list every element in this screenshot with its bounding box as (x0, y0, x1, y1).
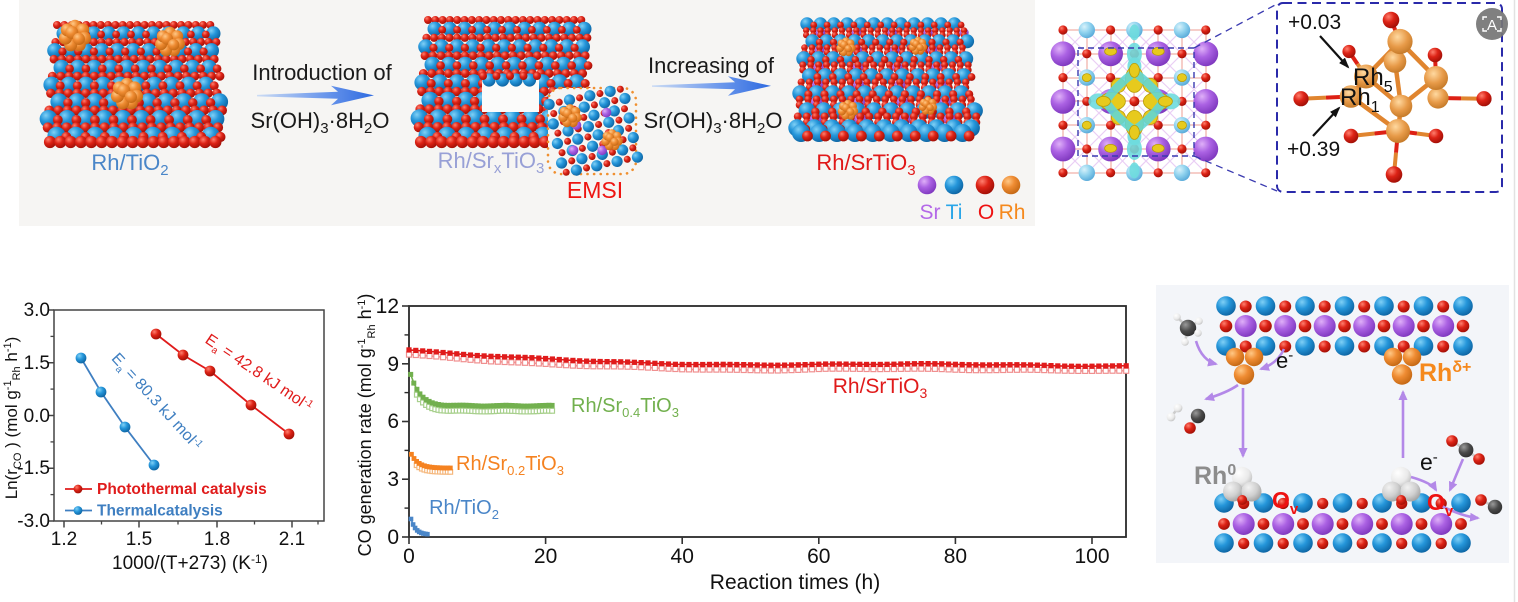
svg-text:9: 9 (387, 353, 399, 376)
svg-text:Sr: Sr (920, 201, 941, 224)
svg-text:EMSI: EMSI (567, 177, 623, 203)
svg-text:12: 12 (376, 295, 399, 318)
svg-text:Rh/Sr0.4TiO3: Rh/Sr0.4TiO3 (571, 395, 679, 420)
svg-text:Introduction of: Introduction of (252, 60, 392, 85)
svg-text:0: 0 (403, 545, 415, 568)
svg-text:+0.39: +0.39 (1287, 138, 1340, 161)
svg-text:Rhδ+: Rhδ+ (1419, 359, 1471, 387)
svg-text:Thermalcatalysis: Thermalcatalysis (97, 503, 223, 520)
svg-text:Ln(rCO ) (mol g-1Rh h-1): Ln(rCO ) (mol g-1Rh h-1) (2, 337, 24, 500)
svg-text:0.0: 0.0 (24, 406, 50, 427)
svg-text:1.8: 1.8 (204, 529, 230, 550)
svg-text:Rh/SrTiO3: Rh/SrTiO3 (816, 150, 915, 179)
svg-text:3: 3 (387, 468, 399, 491)
svg-text:100: 100 (1074, 545, 1109, 568)
svg-text:40: 40 (671, 545, 694, 568)
svg-text:Rh/TiO2: Rh/TiO2 (91, 150, 168, 179)
svg-text:-3.0: -3.0 (17, 511, 50, 532)
svg-text:+0.03: +0.03 (1288, 11, 1341, 34)
svg-text:6: 6 (387, 410, 399, 433)
svg-text:20: 20 (534, 545, 557, 568)
svg-text:-1.5: -1.5 (17, 458, 50, 479)
svg-text:Rh: Rh (999, 201, 1026, 224)
svg-text:A: A (1487, 17, 1497, 34)
svg-text:CO generation rate (mol g-1Rh: CO generation rate (mol g-1Rh h-1) (355, 294, 378, 557)
svg-text:3.0: 3.0 (24, 300, 50, 321)
svg-text:1.2: 1.2 (51, 529, 77, 550)
svg-text:Ti: Ti (946, 201, 963, 224)
svg-text:Rh/Sr0.2TiO3: Rh/Sr0.2TiO3 (456, 453, 564, 478)
svg-text:Sr(OH)3·8H2O: Sr(OH)3·8H2O (251, 108, 390, 137)
svg-text:Rh/SrTiO3: Rh/SrTiO3 (833, 375, 928, 401)
svg-text:O: O (978, 201, 994, 224)
svg-text:1000/(T+273) (K-1): 1000/(T+273) (K-1) (112, 552, 268, 574)
svg-text:Photothermal catalysis: Photothermal catalysis (97, 481, 267, 498)
svg-text:1.5: 1.5 (24, 353, 50, 374)
svg-text:Reaction times (h): Reaction times (h) (710, 571, 880, 594)
svg-text:1.5: 1.5 (126, 529, 152, 550)
svg-text:Rh/SrxTiO3: Rh/SrxTiO3 (438, 148, 545, 177)
svg-text:Rh/TiO2: Rh/TiO2 (429, 497, 499, 522)
svg-text:Increasing of: Increasing of (648, 53, 775, 78)
svg-text:2.1: 2.1 (279, 529, 305, 550)
svg-text:0: 0 (387, 526, 399, 549)
svg-text:80: 80 (944, 545, 967, 568)
svg-text:60: 60 (807, 545, 830, 568)
